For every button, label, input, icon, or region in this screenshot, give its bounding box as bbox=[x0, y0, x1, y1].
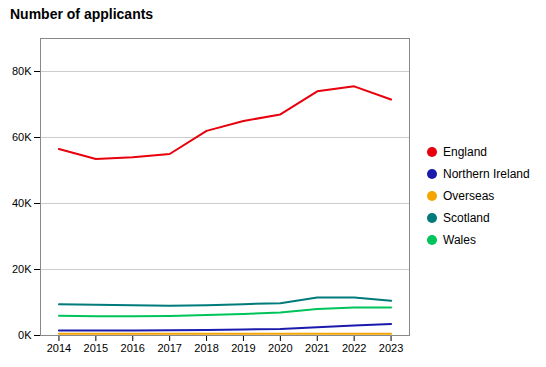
svg-text:60K: 60K bbox=[12, 131, 32, 143]
svg-text:2022: 2022 bbox=[342, 342, 366, 354]
svg-text:2015: 2015 bbox=[84, 342, 108, 354]
svg-text:0K: 0K bbox=[18, 329, 32, 341]
svg-text:2023: 2023 bbox=[379, 342, 403, 354]
html-text:Wales: Wales bbox=[443, 232, 476, 247]
svg-text:2016: 2016 bbox=[121, 342, 145, 354]
svg-text:80K: 80K bbox=[12, 65, 32, 77]
svg-text:2021: 2021 bbox=[305, 342, 329, 354]
svg-text:2017: 2017 bbox=[157, 342, 181, 354]
svg-text:2014: 2014 bbox=[47, 342, 71, 354]
svg-text:2018: 2018 bbox=[194, 342, 218, 354]
html-text:Scotland: Scotland bbox=[443, 210, 490, 225]
html-text:England: England bbox=[443, 144, 487, 159]
html-text:Number of applicants: Number of applicants bbox=[10, 6, 154, 22]
svg-text:2019: 2019 bbox=[231, 342, 255, 354]
svg-text:20K: 20K bbox=[12, 263, 32, 275]
svg-text:40K: 40K bbox=[12, 197, 32, 209]
html-text:Overseas: Overseas bbox=[443, 188, 495, 203]
svg-text:2020: 2020 bbox=[268, 342, 292, 354]
html-text:Northern Ireland: Northern Ireland bbox=[443, 166, 530, 181]
